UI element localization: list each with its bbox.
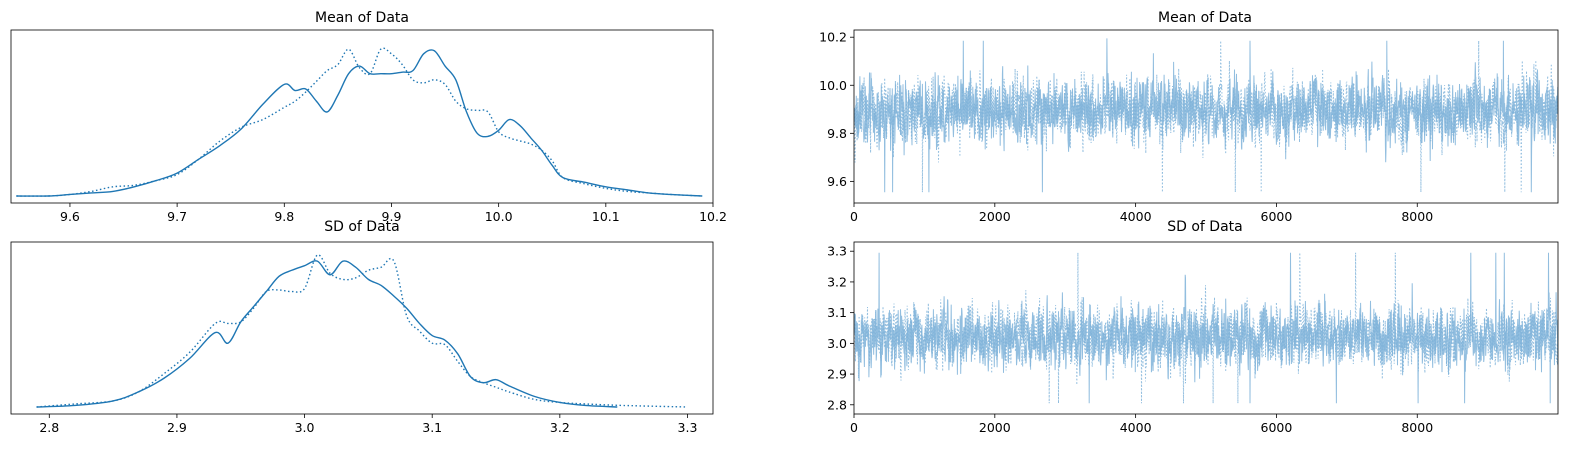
sd-trace-xtick-label: 6000	[1261, 420, 1293, 435]
mean-trace-ytick-label: 9.8	[827, 126, 847, 141]
sd-density-solid-line	[36, 260, 618, 408]
mean-trace-xtick-label: 0	[850, 209, 858, 224]
sd-trace-axes	[853, 241, 1559, 415]
sd-density-xticks: 2.8 2.9 3.0 3.1 3.2 3.3	[39, 414, 697, 435]
mean-trace-xtick-label: 4000	[1120, 209, 1152, 224]
mean-density-axes	[10, 29, 714, 204]
mean-density-panel: Mean of Data 9.6 9.7 9.8 9.9 10.0 10.1 10.2	[10, 10, 727, 224]
mean-density-xticks: 9.6 9.7 9.8 9.9 10.0 10.1 10.2	[60, 203, 727, 224]
mean-trace-chain-dotted	[854, 40, 1558, 193]
mean-trace-yticks: 9.6 9.8 10.0 10.2	[819, 30, 854, 189]
sd-trace-xtick-label: 8000	[1401, 420, 1433, 435]
mean-density-plot	[16, 47, 703, 197]
mean-trace-ytick-label: 9.6	[827, 174, 847, 189]
mean-density-xtick-label: 10.2	[699, 209, 727, 224]
mean-density-xtick-label: 9.7	[167, 209, 187, 224]
mean-density-xtick-label: 10.0	[485, 209, 513, 224]
sd-trace-xticks: 0 2000 4000 6000 8000	[850, 414, 1433, 435]
sd-trace-ytick-label: 2.8	[827, 397, 847, 412]
sd-density-axes	[10, 241, 714, 415]
sd-trace-ytick-label: 2.9	[827, 367, 847, 382]
sd-density-plot	[36, 254, 688, 408]
sd-density-xtick-label: 3.2	[550, 420, 570, 435]
mean-density-xtick-label: 9.9	[382, 209, 402, 224]
mean-density-xtick-label: 9.8	[274, 209, 294, 224]
sd-trace-title: SD of Data	[1167, 219, 1243, 235]
sd-trace-xtick-label: 0	[850, 420, 858, 435]
mean-density-dotted-line	[16, 47, 703, 197]
mean-trace-xticks: 0 2000 4000 6000 8000	[850, 203, 1433, 224]
sd-trace-yticks: 2.8 2.9 3.0 3.1 3.2 3.3	[827, 244, 854, 412]
sd-density-xtick-label: 3.0	[295, 420, 315, 435]
mean-trace-ytick-label: 10.2	[819, 30, 847, 45]
mean-trace-ytick-label: 10.0	[819, 78, 847, 93]
sd-trace-xtick-label: 4000	[1120, 420, 1152, 435]
mean-trace-title: Mean of Data	[1158, 10, 1252, 26]
mean-density-xtick-label: 10.1	[592, 209, 620, 224]
mean-density-xtick-label: 9.6	[60, 209, 80, 224]
sd-density-xtick-label: 2.9	[167, 420, 187, 435]
mean-trace-panel: Mean of Data 0 2000 4000 6000 8000 9.6 9.8 10.…	[819, 10, 1559, 224]
sd-density-panel: SD of Data 2.8 2.9 3.0 3.1 3.2 3.3	[10, 219, 714, 435]
mean-trace-plot	[854, 38, 1558, 193]
sd-trace-ytick-label: 3.2	[827, 274, 847, 289]
mean-trace-xtick-label: 6000	[1261, 209, 1293, 224]
sd-trace-xtick-label: 2000	[979, 420, 1011, 435]
sd-trace-ytick-label: 3.3	[827, 244, 847, 259]
sd-density-xtick-label: 2.8	[39, 420, 59, 435]
sd-density-xtick-label: 3.3	[678, 420, 698, 435]
sd-trace-chain-dotted	[854, 252, 1558, 404]
mean-trace-xtick-label: 2000	[979, 209, 1011, 224]
mean-trace-axes	[853, 29, 1559, 204]
sd-density-dotted-line	[36, 254, 688, 408]
sd-trace-ytick-label: 3.0	[827, 336, 847, 351]
mean-trace-xtick-label: 8000	[1401, 209, 1433, 224]
mean-density-solid-line	[16, 49, 703, 197]
sd-trace-plot	[854, 252, 1558, 404]
sd-density-title: SD of Data	[324, 219, 400, 235]
sd-density-xtick-label: 3.1	[422, 420, 442, 435]
sd-trace-panel: SD of Data 0 2000 4000 6000 8000 2.8 2.9 3.0 3.…	[827, 219, 1559, 435]
mean-density-title: Mean of Data	[315, 10, 409, 26]
sd-trace-ytick-label: 3.1	[827, 305, 847, 320]
